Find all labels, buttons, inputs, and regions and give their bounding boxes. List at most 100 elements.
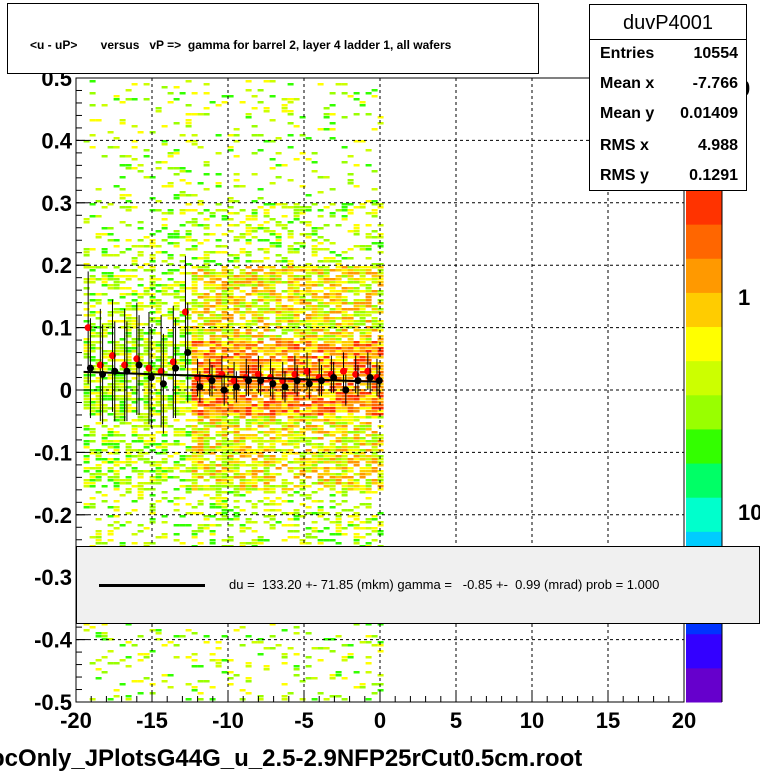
heat-cell <box>179 470 186 473</box>
heat-cell <box>377 485 384 488</box>
heat-cell <box>203 452 210 455</box>
heat-cell <box>359 323 366 326</box>
heat-cell <box>197 356 204 359</box>
heat-cell <box>377 386 384 389</box>
heat-cell <box>371 407 378 410</box>
heat-cell <box>287 692 294 695</box>
heat-cell <box>353 323 360 326</box>
heat-cell <box>347 440 354 443</box>
heat-cell <box>113 521 120 524</box>
heat-cell <box>167 455 174 458</box>
heat-cell <box>299 413 306 416</box>
heat-cell <box>143 386 150 389</box>
heat-cell <box>191 455 198 458</box>
heat-cell <box>341 329 348 332</box>
heat-cell <box>239 335 246 338</box>
heat-cell <box>227 197 234 200</box>
heat-cell <box>335 311 342 314</box>
heat-cell <box>251 107 258 110</box>
heat-cell <box>221 473 228 476</box>
heat-cell <box>287 434 294 437</box>
heat-cell <box>209 350 216 353</box>
heat-cell <box>275 299 282 302</box>
heat-cell <box>329 395 336 398</box>
heat-cell <box>179 134 186 137</box>
heat-cell <box>233 512 240 515</box>
heat-cell <box>173 359 180 362</box>
heat-cell <box>221 461 228 464</box>
heat-cell <box>113 353 120 356</box>
heat-cell <box>323 389 330 392</box>
heat-cell <box>341 116 348 119</box>
heat-cell <box>323 272 330 275</box>
heat-cell <box>299 461 306 464</box>
heat-cell <box>173 284 180 287</box>
heat-cell <box>293 281 300 284</box>
heat-cell <box>161 272 168 275</box>
heat-cell <box>221 323 228 326</box>
stats-value: 0.1291 <box>689 167 738 184</box>
heat-cell <box>341 467 348 470</box>
heat-cell <box>305 407 312 410</box>
heat-cell <box>209 272 216 275</box>
heat-cell <box>305 386 312 389</box>
heat-cell <box>143 287 150 290</box>
heat-cell <box>155 308 162 311</box>
heat-cell <box>131 341 138 344</box>
heat-cell <box>131 509 138 512</box>
heat-cell <box>377 347 384 350</box>
heat-cell <box>209 332 216 335</box>
heat-cell <box>101 266 108 269</box>
heat-cell <box>269 428 276 431</box>
heat-cell <box>263 296 270 299</box>
heat-cell <box>377 413 384 416</box>
heat-cell <box>125 89 132 92</box>
heat-cell <box>347 377 354 380</box>
heat-cell <box>113 431 120 434</box>
heat-cell <box>131 500 138 503</box>
heat-cell <box>221 506 228 509</box>
heat-cell <box>329 398 336 401</box>
heat-cell <box>245 425 252 428</box>
heat-cell <box>89 215 96 218</box>
heat-cell <box>89 380 96 383</box>
heat-cell <box>185 239 192 242</box>
heat-cell <box>299 269 306 272</box>
heat-cell <box>365 488 372 491</box>
heat-cell <box>83 374 90 377</box>
red-data-point <box>364 367 372 375</box>
heat-cell <box>125 695 132 698</box>
heat-cell <box>191 398 198 401</box>
heat-cell <box>335 386 342 389</box>
heat-cell <box>245 218 252 221</box>
heat-cell <box>191 299 198 302</box>
heat-cell <box>353 92 360 95</box>
heat-cell <box>89 146 96 149</box>
heat-cell <box>245 482 252 485</box>
heat-cell <box>83 425 90 428</box>
heat-cell <box>107 458 114 461</box>
heat-cell <box>245 224 252 227</box>
heat-cell <box>137 293 144 296</box>
heat-cell <box>311 377 318 380</box>
heat-cell <box>161 644 168 647</box>
heat-cell <box>245 401 252 404</box>
heat-cell <box>263 221 270 224</box>
heat-cell <box>257 317 264 320</box>
heat-cell <box>347 509 354 512</box>
heat-cell <box>215 647 222 650</box>
heat-cell <box>215 479 222 482</box>
heat-cell <box>233 464 240 467</box>
heat-cell <box>329 344 336 347</box>
heat-cell <box>185 125 192 128</box>
heat-cell <box>137 251 144 254</box>
heat-cell <box>191 290 198 293</box>
red-data-point <box>254 370 262 378</box>
heat-cell <box>197 440 204 443</box>
heat-cell <box>329 188 336 191</box>
heat-cell <box>89 347 96 350</box>
heat-cell <box>107 443 114 446</box>
heat-cell <box>221 269 228 272</box>
heat-cell <box>113 449 120 452</box>
heat-cell <box>239 341 246 344</box>
